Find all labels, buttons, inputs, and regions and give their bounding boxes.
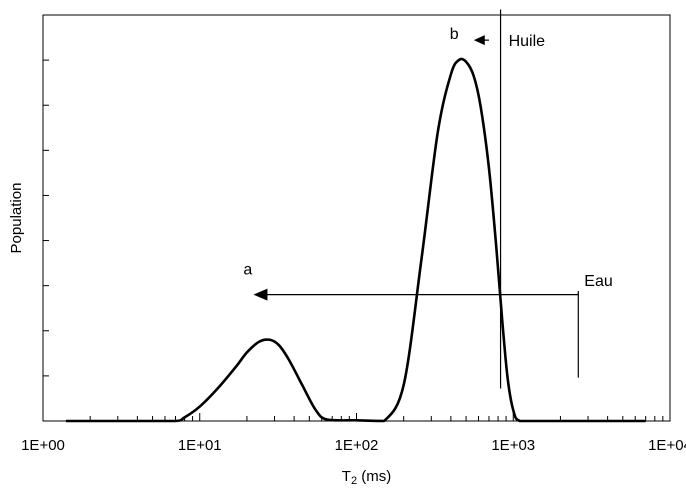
x-tick-label: 1E+01 bbox=[178, 437, 222, 454]
annotation-label-eau: Eau bbox=[584, 273, 612, 290]
y-axis-title: Population bbox=[8, 183, 25, 254]
annotation-layer bbox=[253, 9, 579, 389]
x-axis-title-subscript: 2 bbox=[351, 475, 357, 487]
annotation-label-a: a bbox=[243, 262, 252, 279]
x-tick-label: 1E+03 bbox=[491, 437, 535, 454]
curve-layer bbox=[65, 57, 646, 423]
x-tick-label: 1E+02 bbox=[335, 437, 379, 454]
annotation-label-huile: Huile bbox=[509, 33, 546, 50]
x-axis-title-main: T bbox=[342, 468, 351, 485]
a-arrow-head bbox=[253, 288, 268, 301]
ticks-layer bbox=[42, 14, 671, 422]
x-tick-label: 1E+00 bbox=[21, 437, 65, 454]
series-line-population bbox=[65, 57, 646, 423]
x-tick-label: 1E+04 bbox=[648, 437, 686, 454]
annotation-label-b: b bbox=[450, 26, 459, 43]
x-axis-title-unit: (ms) bbox=[357, 468, 391, 485]
x-axis-title: T2 (ms) bbox=[342, 468, 391, 487]
plot-area-frame bbox=[42, 14, 671, 422]
x-tick-labels: 1E+00 1E+01 1E+02 1E+03 1E+04 bbox=[21, 437, 686, 454]
b-arrow-head bbox=[473, 35, 485, 46]
